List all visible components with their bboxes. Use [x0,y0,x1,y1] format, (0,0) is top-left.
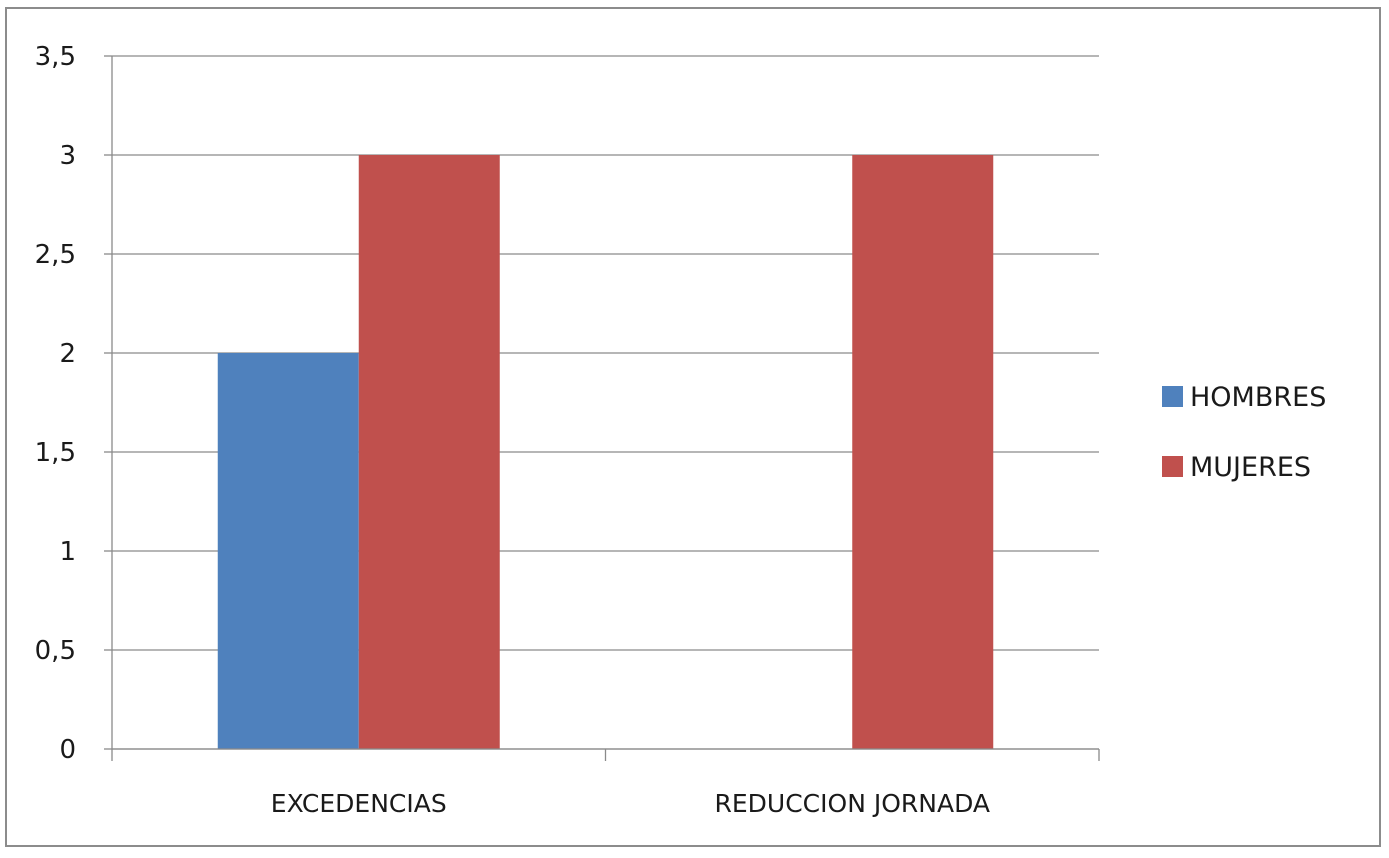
legend-label-mujeres: MUJERES [1190,452,1311,483]
bar-mujeres-1 [852,155,994,749]
bar-hombres-0 [217,353,359,749]
y-tick-label: 3,5 [35,42,76,72]
x-tick-label: REDUCCION JORNADA [715,789,990,818]
bar-mujeres-0 [358,155,500,749]
legend-swatch-hombres [1162,386,1183,407]
y-tick-label: 0 [59,735,76,765]
y-tick-label: 0,5 [35,636,76,666]
legend-label-hombres: HOMBRES [1190,382,1326,413]
y-tick-label: 1 [59,537,76,567]
y-tick-label: 2,5 [35,240,76,270]
x-tick-label: EXCEDENCIAS [271,789,447,818]
legend-swatch-mujeres [1162,456,1183,477]
y-tick-label: 3 [59,141,76,171]
y-tick-label: 2 [59,339,76,369]
y-tick-label: 1,5 [35,438,76,468]
